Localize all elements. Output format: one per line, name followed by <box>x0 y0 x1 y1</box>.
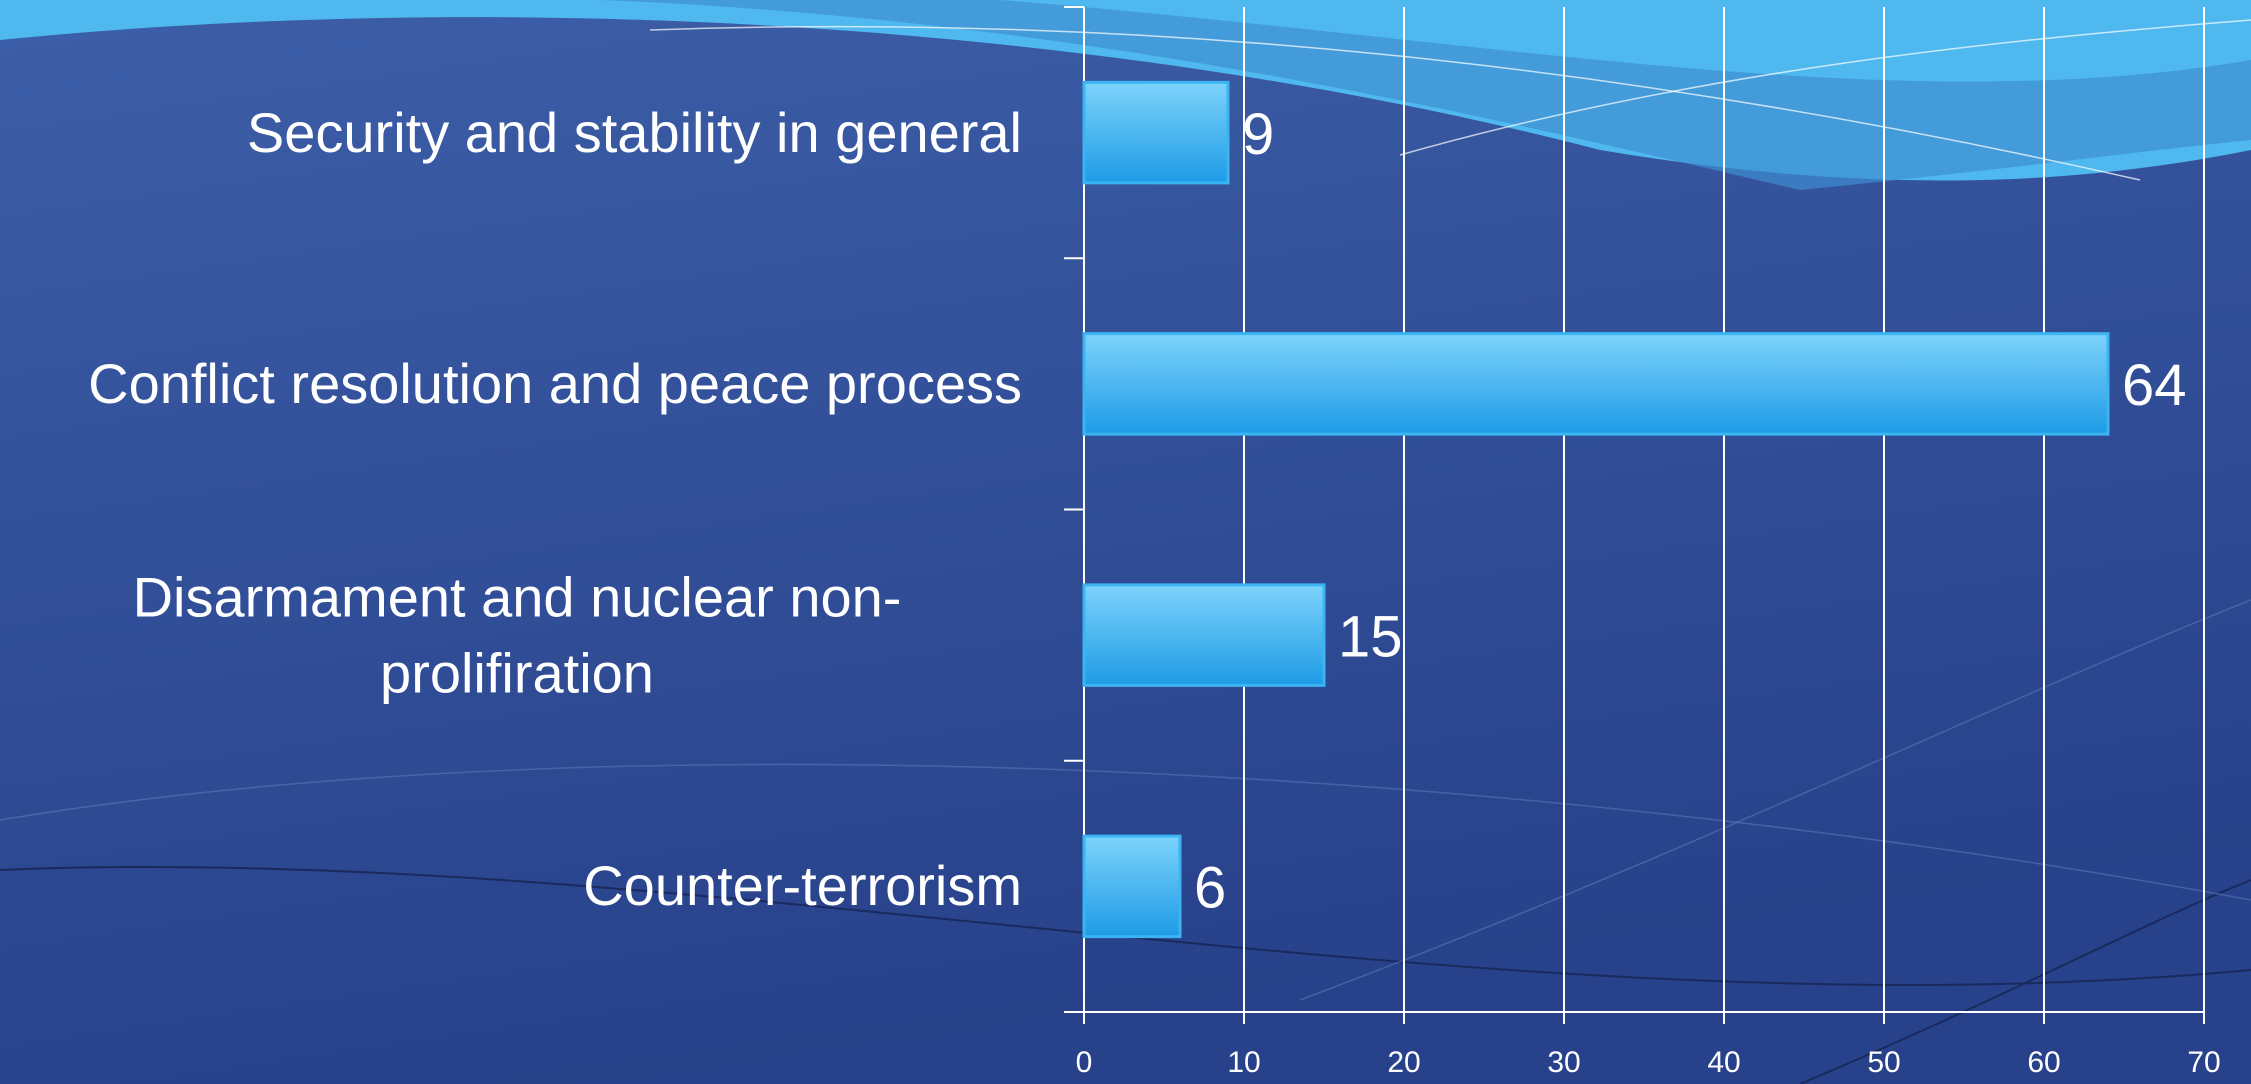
wave-line <box>649 25 2141 181</box>
wave-line <box>1299 599 2251 1001</box>
category-label: Disarmament and nuclear non-prolifiratio… <box>132 565 902 705</box>
category-label: Security and stability in general <box>246 100 1022 164</box>
wave-line <box>1399 19 2251 156</box>
bar <box>1082 583 1326 687</box>
x-tick-label: 50 <box>1867 1046 1900 1079</box>
bar <box>1082 332 2110 436</box>
wave <box>600 0 2251 190</box>
bar <box>1082 80 1230 185</box>
bar <box>1082 834 1182 939</box>
value-label: 6 <box>1194 856 1226 921</box>
value-label: 15 <box>1338 604 1403 669</box>
category-label: Conflict resolution and peace process <box>88 352 1022 416</box>
x-tick-label: 70 <box>2187 1046 2220 1079</box>
x-tick-label: 0 <box>1076 1046 1093 1079</box>
wave-line <box>0 763 2251 901</box>
category-label: Counter-terrorism <box>583 854 1022 918</box>
x-tick-label: 40 <box>1707 1046 1740 1079</box>
value-label: 64 <box>2122 353 2187 418</box>
value-label: 9 <box>1242 102 1274 167</box>
x-tick-label: 30 <box>1547 1046 1580 1079</box>
wave-line <box>1799 879 2251 1084</box>
x-tick-label: 60 <box>2027 1046 2060 1079</box>
x-tick-label: 20 <box>1387 1046 1420 1079</box>
plot: 0 10 20 30 40 50 60 70 9 64 15 6 <box>1064 6 2221 1079</box>
x-tick-label: 10 <box>1227 1046 1260 1079</box>
